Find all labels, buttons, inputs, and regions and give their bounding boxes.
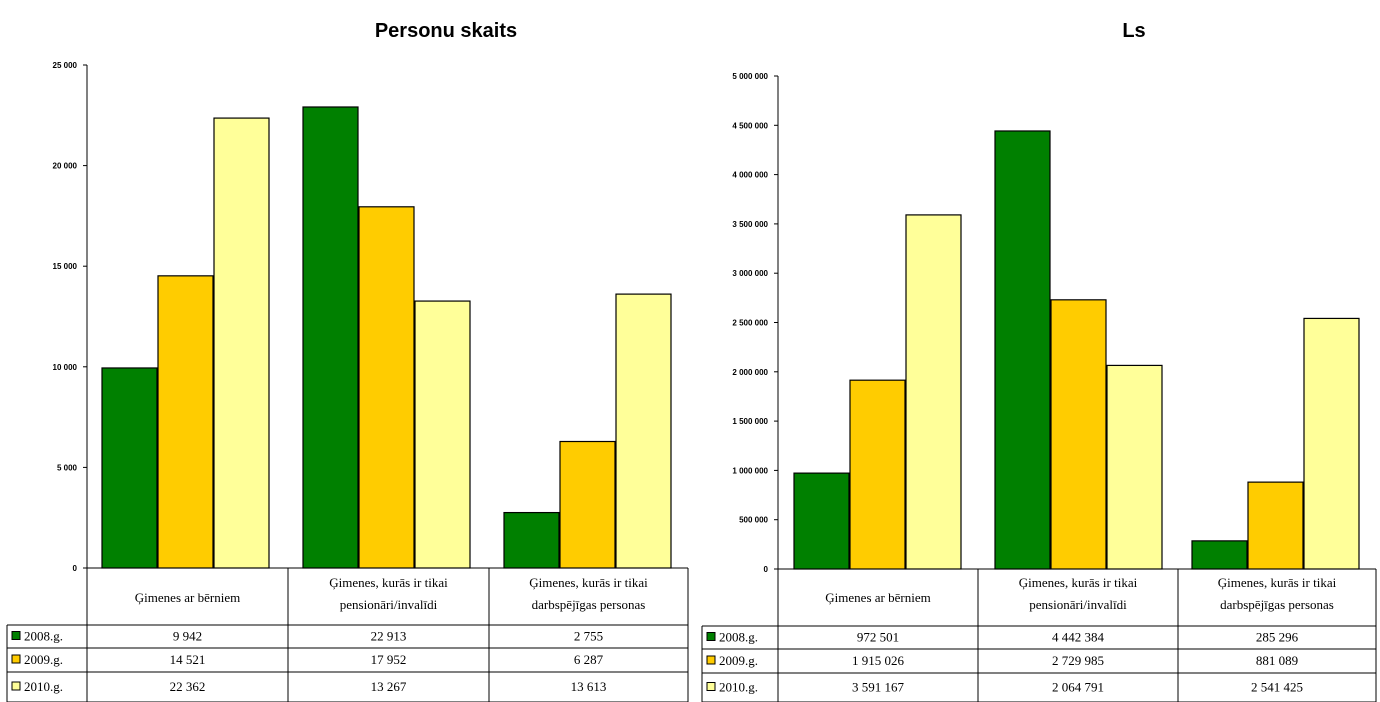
table-cell-value: 2 541 425 <box>1251 680 1303 695</box>
bar <box>1106 364 1163 570</box>
bar <box>358 206 415 569</box>
table-cell-value: 881 089 <box>1256 653 1298 668</box>
table-cell-value: 13 613 <box>571 679 607 694</box>
legend-label: 2010.g. <box>719 680 758 695</box>
table-cell-value: 285 296 <box>1256 630 1299 645</box>
legend-key <box>706 632 716 641</box>
bar <box>905 214 962 570</box>
bar <box>213 117 270 569</box>
chart-title: Personu skaits <box>375 20 517 42</box>
bar <box>1050 299 1107 570</box>
table-cell-value: 13 267 <box>371 679 407 694</box>
y-tick-label: 4 500 000 <box>732 121 768 130</box>
bar <box>1303 317 1360 570</box>
category-label: pensionāri/invalīdi <box>1029 597 1127 612</box>
category-label: Ģimenes ar bērniem <box>825 590 930 605</box>
y-tick-label: 25 000 <box>53 61 78 70</box>
table-cell-value: 9 942 <box>173 629 202 644</box>
table-cell-value: 14 521 <box>170 652 206 667</box>
legend-label: 2009.g. <box>719 653 758 668</box>
y-tick-label: 2 500 000 <box>732 319 768 328</box>
y-tick-label: 4 000 000 <box>732 171 768 180</box>
y-tick-label: 1 500 000 <box>732 417 768 426</box>
table-cell-value: 22 913 <box>371 629 407 644</box>
bar <box>503 511 560 569</box>
category-label: Ģimenes, kurās ir tikai <box>1218 575 1337 590</box>
category-label: Ģimenes, kurās ir tikai <box>529 575 648 590</box>
table-cell-value: 17 952 <box>371 652 407 667</box>
legend-key <box>11 631 21 640</box>
bar <box>414 300 471 569</box>
category-label: Ģimenes ar bērniem <box>135 590 240 605</box>
y-tick-label: 3 000 000 <box>732 269 768 278</box>
bar <box>302 106 359 569</box>
legend-key <box>11 654 21 664</box>
y-tick-label: 5 000 000 <box>732 72 768 81</box>
legend-label: 2008.g. <box>24 629 63 644</box>
bar <box>849 379 906 570</box>
legend-key <box>706 682 716 691</box>
table-cell-value: 2 755 <box>574 629 603 644</box>
y-tick-label: 3 500 000 <box>732 220 768 229</box>
bar <box>1247 481 1304 570</box>
amount-chart: Ls 0 500 000 1 000 000 1 500 000 2 000 000 2 5… <box>701 20 1377 702</box>
table-cell-value: 2 729 985 <box>1052 653 1104 668</box>
y-tick-label: 10 000 <box>53 363 78 372</box>
y-tick-label: 0 <box>73 564 78 573</box>
table-cell-value: 6 287 <box>574 652 604 667</box>
category-label: Ģimenes, kurās ir tikai <box>1019 575 1138 590</box>
table-cell-value: 4 442 384 <box>1052 630 1105 645</box>
table-cell-value: 972 501 <box>857 630 899 645</box>
bar <box>157 275 214 569</box>
legend-label: 2008.g. <box>719 630 758 645</box>
y-tick-label: 2 000 000 <box>732 368 768 377</box>
legend-label: 2009.g. <box>24 652 63 667</box>
y-tick-label: 15 000 <box>53 262 78 271</box>
table-cell-value: 1 915 026 <box>852 653 905 668</box>
y-tick-label: 500 000 <box>739 516 768 525</box>
bar <box>1191 540 1248 570</box>
bar <box>559 440 616 569</box>
table-cell-value: 22 362 <box>170 679 206 694</box>
category-label: darbspējīgas personas <box>1220 597 1334 612</box>
bar <box>994 130 1051 570</box>
chart-title: Ls <box>1122 20 1145 42</box>
category-label: pensionāri/invalīdi <box>340 597 438 612</box>
persons-chart: Personu skaits 0 5 000 10 000 15 000 20 000 25… <box>6 20 689 702</box>
y-tick-label: 5 000 <box>57 463 78 472</box>
legend-key <box>706 655 716 665</box>
legend-label: 2010.g. <box>24 679 63 694</box>
legend-key <box>11 681 21 691</box>
bar <box>793 472 850 570</box>
category-label: Ģimenes, kurās ir tikai <box>329 575 448 590</box>
category-label: darbspējīgas personas <box>532 597 646 612</box>
bar <box>101 367 158 569</box>
bar <box>615 293 672 569</box>
y-tick-label: 20 000 <box>53 162 78 171</box>
table-cell-value: 3 591 167 <box>852 680 905 695</box>
y-tick-label: 1 000 000 <box>732 466 768 475</box>
table-cell-value: 2 064 791 <box>1052 680 1104 695</box>
y-tick-label: 0 <box>764 565 769 574</box>
